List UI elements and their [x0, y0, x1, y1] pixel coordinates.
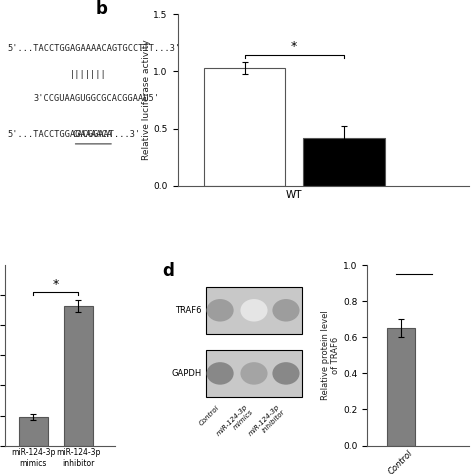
Ellipse shape — [207, 299, 234, 321]
Text: 5'...TACCTGGAGAAAACA: 5'...TACCTGGAGAAAACA — [7, 130, 112, 139]
Text: |||||||: ||||||| — [70, 70, 107, 79]
Text: CACGGAAT: CACGGAAT — [73, 130, 115, 139]
Text: b: b — [96, 0, 108, 18]
Y-axis label: Relative protein level
of TRAF6: Relative protein level of TRAF6 — [321, 310, 340, 400]
Bar — [387, 328, 415, 446]
Ellipse shape — [207, 362, 234, 385]
Text: ...3': ...3' — [114, 130, 140, 139]
Ellipse shape — [240, 299, 267, 321]
Text: *: * — [53, 278, 59, 291]
Text: Control: Control — [198, 404, 220, 426]
Bar — [206, 287, 302, 334]
Text: miR-124-3p
inhibitor: miR-124-3p inhibitor — [247, 404, 286, 442]
Ellipse shape — [273, 299, 300, 321]
Text: miR-124-3p
mimics: miR-124-3p mimics — [216, 404, 254, 442]
Text: TRAF6: TRAF6 — [175, 306, 202, 315]
Text: d: d — [162, 262, 174, 280]
Y-axis label: Relative luciferase activity: Relative luciferase activity — [142, 40, 151, 161]
Bar — [19, 417, 48, 446]
Text: GAPDH: GAPDH — [172, 369, 202, 378]
Text: *: * — [291, 40, 297, 53]
Bar — [204, 68, 285, 186]
Ellipse shape — [273, 362, 300, 385]
Ellipse shape — [240, 362, 267, 385]
Bar — [64, 306, 93, 446]
Bar — [303, 138, 385, 186]
Text: 5'...TACCTGGAGAAAACAGTGCCTTT...3': 5'...TACCTGGAGAAAACAGTGCCTTT...3' — [7, 44, 180, 53]
Bar — [206, 350, 302, 397]
Text: 3'CCGUAAGUGGCGCACGGAAU5': 3'CCGUAAGUGGCGCACGGAAU5' — [34, 94, 159, 103]
